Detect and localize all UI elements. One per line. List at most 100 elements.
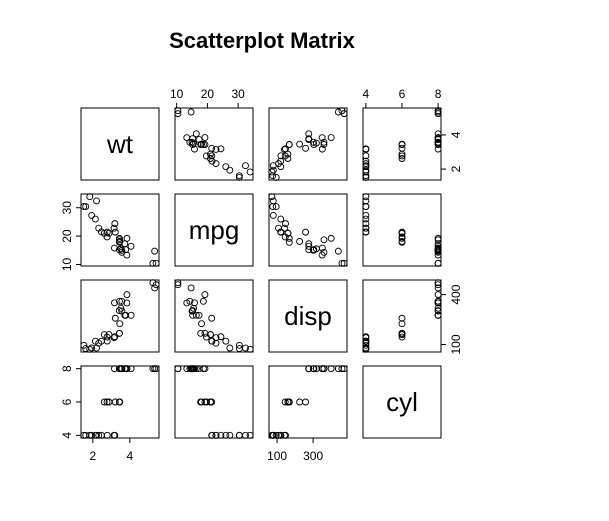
point [362, 334, 370, 342]
point [268, 193, 276, 201]
point [277, 228, 285, 236]
point [398, 314, 406, 322]
point [246, 431, 254, 439]
point [272, 431, 280, 439]
point [127, 242, 135, 250]
point [362, 337, 370, 345]
point [362, 224, 370, 232]
point [189, 311, 197, 319]
point [362, 203, 370, 211]
point [398, 320, 406, 328]
point [188, 365, 196, 373]
point [309, 138, 317, 146]
point [281, 233, 289, 241]
point [88, 211, 96, 219]
point [201, 365, 209, 373]
point [362, 163, 370, 171]
point [189, 307, 197, 315]
point [111, 299, 118, 307]
point [152, 259, 160, 267]
point [235, 431, 243, 439]
point [226, 166, 234, 174]
point [305, 246, 313, 254]
x-tick-label: 4 [363, 87, 370, 101]
point [115, 234, 123, 242]
point [268, 168, 276, 176]
point [269, 431, 277, 439]
panel-frame [362, 365, 442, 439]
point [201, 141, 209, 148]
point [191, 145, 198, 153]
point [208, 144, 216, 152]
point [86, 345, 94, 353]
panel-frame [268, 365, 348, 439]
point [434, 259, 442, 267]
point [281, 146, 288, 153]
panel-frame [80, 279, 160, 353]
point [269, 172, 277, 180]
point [115, 329, 123, 337]
point [212, 431, 220, 439]
point [203, 398, 210, 406]
y-tick-label: 2 [449, 165, 463, 172]
point [235, 345, 243, 353]
point [208, 431, 216, 439]
point [318, 244, 326, 252]
x-tick-label: 10 [170, 87, 184, 101]
y-tick-label: 6 [60, 398, 74, 405]
point [174, 281, 182, 289]
point [302, 398, 310, 406]
panel-frame [174, 279, 254, 353]
point [277, 157, 285, 165]
panel-frame [268, 107, 348, 181]
point [334, 365, 342, 373]
point [309, 246, 317, 254]
point [212, 334, 220, 342]
point [195, 311, 203, 319]
point [197, 329, 205, 337]
y-tick-label: 8 [60, 365, 74, 372]
point [327, 234, 335, 242]
point [434, 251, 442, 259]
point [222, 431, 230, 439]
point [235, 341, 243, 349]
point [111, 220, 119, 228]
point [362, 168, 370, 176]
point [318, 365, 326, 373]
point [434, 244, 442, 252]
point [122, 311, 130, 319]
point [281, 152, 289, 160]
point [118, 246, 126, 254]
point [309, 365, 317, 373]
point [305, 242, 313, 250]
x-tick-label: 4 [126, 449, 133, 463]
point [174, 279, 182, 287]
point [118, 307, 126, 315]
point [86, 193, 94, 201]
point [318, 134, 326, 142]
panel-frame [268, 193, 348, 267]
point [93, 197, 100, 205]
point [362, 193, 370, 201]
point [226, 431, 234, 439]
point [187, 108, 195, 116]
point [217, 333, 225, 341]
point [110, 224, 118, 232]
point [434, 246, 442, 254]
point [285, 238, 293, 246]
point [183, 299, 191, 307]
point [398, 144, 406, 152]
point [203, 333, 210, 341]
point [208, 337, 216, 345]
point [115, 307, 123, 315]
point [434, 291, 442, 299]
point [285, 398, 293, 406]
point [174, 365, 182, 373]
point [187, 284, 195, 292]
y-tick-label: 10 [60, 257, 74, 271]
point [91, 337, 99, 345]
point [183, 365, 191, 373]
point [318, 251, 326, 259]
chart-title: Scatterplot Matrix [169, 28, 356, 53]
variable-label: mpg [189, 215, 240, 245]
